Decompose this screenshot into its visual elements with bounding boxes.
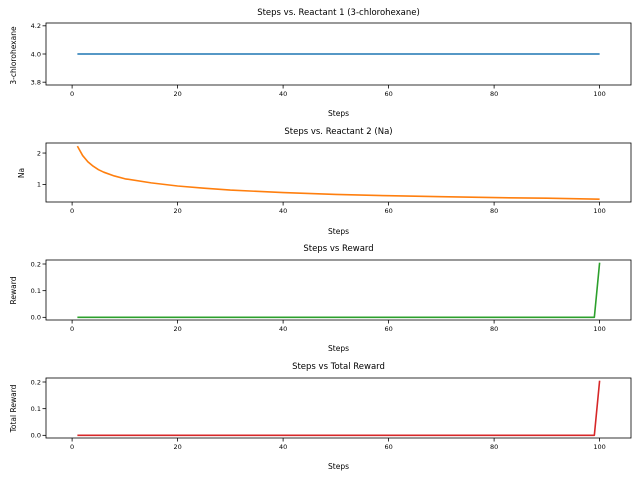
plot-area-frame (45, 259, 632, 321)
y-tick-label: 4.2 (31, 22, 41, 30)
series-line (77, 380, 601, 437)
y-tick-label: 0.0 (31, 314, 41, 322)
subplot-reward: Steps vs Reward Steps Reward 0 20 40 60 80 10… (9, 244, 632, 353)
x-tick-label: 0 (70, 325, 74, 333)
x-tick-label: 100 (593, 325, 605, 333)
x-tick-label: 20 (173, 325, 181, 333)
x-tick-label: 40 (279, 325, 287, 333)
x-tick-label: 40 (279, 207, 287, 215)
y-axis-label: 3-chlorohexane (9, 26, 18, 85)
x-tick-label: 80 (490, 90, 498, 98)
subplot-reactant-2: Steps vs. Reactant 2 (Na) Steps Na 0 20 40… (17, 127, 632, 236)
x-tick-label: 60 (384, 443, 392, 451)
x-tick-label: 60 (384, 325, 392, 333)
x-tick-label: 0 (70, 443, 74, 451)
plot-area-frame (45, 142, 632, 203)
x-tick-label: 20 (173, 443, 181, 451)
chart-title: Steps vs. Reactant 1 (3-chlorohexane) (257, 8, 420, 18)
y-tick-label: 2 (37, 149, 41, 157)
plot-area-frame (45, 377, 632, 439)
y-tick-label: 0.1 (31, 287, 41, 295)
x-tick-label: 20 (173, 207, 181, 215)
y-tick-label: 0.2 (31, 378, 41, 386)
chart-title: Steps vs Total Reward (292, 362, 385, 372)
x-tick-label: 100 (593, 207, 605, 215)
x-tick-label: 20 (173, 90, 181, 98)
x-axis-label: Steps (328, 462, 349, 471)
x-tick-label: 100 (593, 90, 605, 98)
x-tick-label: 80 (490, 443, 498, 451)
x-tick-label: 60 (384, 207, 392, 215)
y-axis-label: Na (17, 168, 26, 178)
x-tick-label: 0 (70, 207, 74, 215)
chart-title: Steps vs. Reactant 2 (Na) (284, 127, 392, 137)
plot-area-frame (45, 22, 632, 86)
y-tick-label: 0.1 (31, 405, 41, 413)
series-line (76, 145, 600, 200)
y-axis-label: Total Reward (9, 384, 18, 433)
series-line (77, 262, 601, 319)
subplot-reactant-1: Steps vs. Reactant 1 (3-chlorohexane) St… (9, 8, 632, 118)
x-tick-label: 0 (70, 90, 74, 98)
y-axis-label: Reward (9, 276, 18, 304)
x-tick-label: 40 (279, 90, 287, 98)
x-tick-label: 100 (593, 443, 605, 451)
y-tick-label: 1 (37, 181, 41, 189)
x-tick-label: 80 (490, 325, 498, 333)
x-tick-label: 40 (279, 443, 287, 451)
y-tick-label: 0.0 (31, 432, 41, 440)
subplot-total-reward: Steps vs Total Reward Steps Total Reward… (9, 362, 632, 471)
x-axis-label: Steps (328, 344, 349, 353)
y-tick-label: 4.0 (31, 50, 41, 58)
x-axis-label: Steps (328, 109, 349, 118)
x-tick-label: 80 (490, 207, 498, 215)
x-axis-label: Steps (328, 227, 349, 236)
chart-title: Steps vs Reward (303, 244, 373, 254)
x-tick-label: 60 (384, 90, 392, 98)
y-tick-label: 0.2 (31, 260, 41, 268)
y-tick-label: 3.8 (31, 78, 41, 86)
